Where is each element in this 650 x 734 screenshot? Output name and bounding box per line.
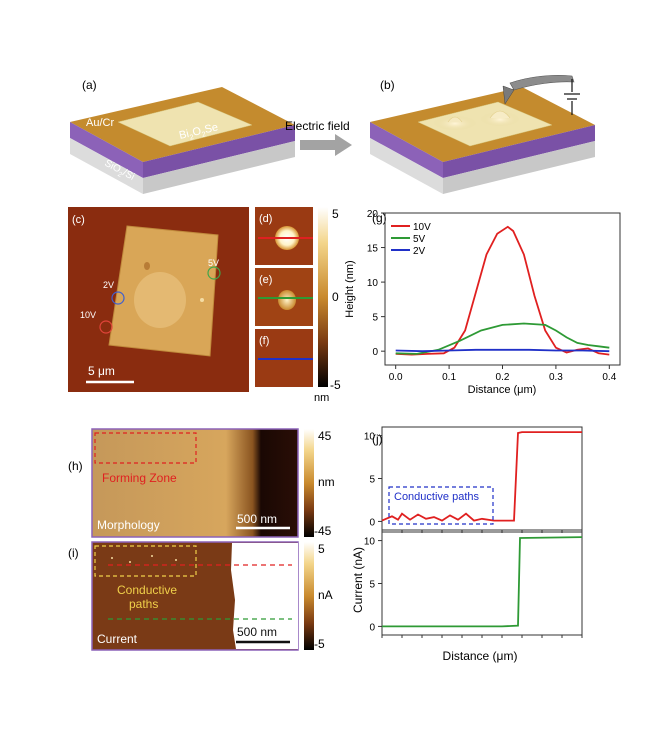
label-5v: 5V	[208, 258, 219, 268]
scale-bar-label-h: 500 nm	[237, 512, 277, 526]
y-tick-label: 5	[369, 475, 375, 486]
marker-10v	[99, 320, 113, 334]
panel-label-a: (a)	[82, 78, 97, 92]
x-tick-label: 0.4	[602, 372, 616, 383]
colorbar-i-min: -5	[314, 637, 325, 651]
panel-label-c: (c)	[72, 214, 85, 226]
conductive-paths-label-2: paths	[129, 597, 158, 611]
series-line-2v	[395, 348, 610, 353]
y-tick-label: 10	[367, 278, 379, 289]
chart-height-profile: 0 5 10 15 20 0.0 0.1 0.2 0.3 0.4 Height (nm) Distan…	[344, 209, 621, 396]
afm-image-c	[68, 207, 249, 392]
morphology-label: Morphology	[97, 518, 160, 532]
conductive-paths-box-label: Conductive paths	[394, 491, 479, 503]
g-xlabel: Distance (μm)	[468, 384, 537, 396]
panel-label-j: (j)	[372, 432, 383, 446]
panel-label-e: (e)	[259, 274, 272, 286]
forming-zone-label: Forming Zone	[102, 471, 177, 485]
marker-2v	[111, 291, 125, 305]
y-tick-label: 10	[364, 537, 376, 548]
morphology-image-h	[91, 428, 299, 538]
afm-image-f	[255, 329, 313, 387]
y-tick-label: 15	[367, 244, 379, 255]
x-tick-label: 0.3	[549, 372, 563, 383]
panel-label-i: (i)	[68, 546, 79, 560]
electric-field-label: Electric field	[285, 119, 350, 133]
current-image-i	[91, 541, 299, 651]
x-tick-label: 0.1	[442, 372, 456, 383]
y-tick-label: 20	[367, 209, 379, 220]
j-xlabel: Distance (μm)	[443, 649, 518, 663]
colorbar-c	[318, 207, 328, 387]
marker-5v	[207, 266, 221, 280]
colorbar-i-max: 5	[318, 542, 325, 556]
legend-label: 5V	[413, 234, 426, 245]
x-tick-label: 0.2	[496, 372, 510, 383]
colorbar-h-unit: nm	[318, 475, 335, 489]
g-ylabel: Height (nm)	[344, 260, 356, 317]
schematic-device-a	[70, 87, 295, 194]
label-au-cr: Au/Cr	[86, 117, 114, 129]
conductive-paths-box	[388, 486, 494, 525]
colorbar-c-unit: nm	[314, 392, 329, 404]
series-line	[381, 431, 582, 522]
colorbar-c-max: 5	[332, 207, 339, 221]
plot-frame	[381, 531, 583, 636]
right-arrow-icon	[300, 134, 352, 156]
colorbar-h-max: 45	[318, 429, 332, 443]
y-tick-label: 0	[369, 517, 375, 528]
panel-label-b: (b)	[380, 78, 395, 92]
label-bi2o2se-a: Bi2O2Se	[178, 121, 220, 144]
scale-bar-label-c: 5 μm	[88, 364, 115, 378]
j-ylabel: Current (nA)	[351, 547, 365, 613]
legend-label: 2V	[413, 246, 426, 257]
colorbar-h	[304, 429, 314, 537]
current-label: Current	[97, 632, 138, 646]
panel-label-g: (g)	[372, 211, 387, 225]
series-line-5v	[395, 322, 610, 355]
series-line-10v	[395, 225, 610, 356]
panel-label-d: (d)	[259, 213, 272, 225]
y-tick-label: 5	[369, 580, 375, 591]
colorbar-h-min: -45	[314, 524, 332, 538]
y-tick-label: 5	[372, 313, 378, 324]
legend-label: 10V	[413, 222, 431, 233]
voltage-source-icon	[564, 79, 580, 115]
afm-image-d	[255, 207, 313, 265]
schematic-device-b	[370, 87, 595, 194]
colorbar-c-mid: 0	[332, 290, 339, 304]
panel-label-f: (f)	[259, 335, 269, 347]
x-tick-label: 0.0	[389, 372, 403, 383]
plot-frame	[381, 426, 583, 531]
colorbar-i	[304, 542, 314, 650]
label-2v: 2V	[103, 280, 114, 290]
afm-tip-icon	[502, 74, 575, 105]
series-line	[382, 536, 583, 628]
conductive-paths-label-1: Conductive	[117, 583, 177, 597]
label-10v: 10V	[80, 310, 96, 320]
y-tick-label: 0	[369, 622, 375, 633]
y-tick-label: 0	[372, 347, 378, 358]
panel-label-h: (h)	[68, 459, 83, 473]
colorbar-c-min: -5	[330, 378, 341, 392]
chart-current-red: 0 5 10	[364, 426, 583, 533]
chart-current-green: 0 5 10	[364, 531, 583, 638]
y-tick-label: 10	[364, 432, 376, 443]
scale-bar-label-i: 500 nm	[237, 625, 277, 639]
afm-image-e	[255, 268, 313, 326]
colorbar-i-unit: nA	[318, 588, 333, 602]
